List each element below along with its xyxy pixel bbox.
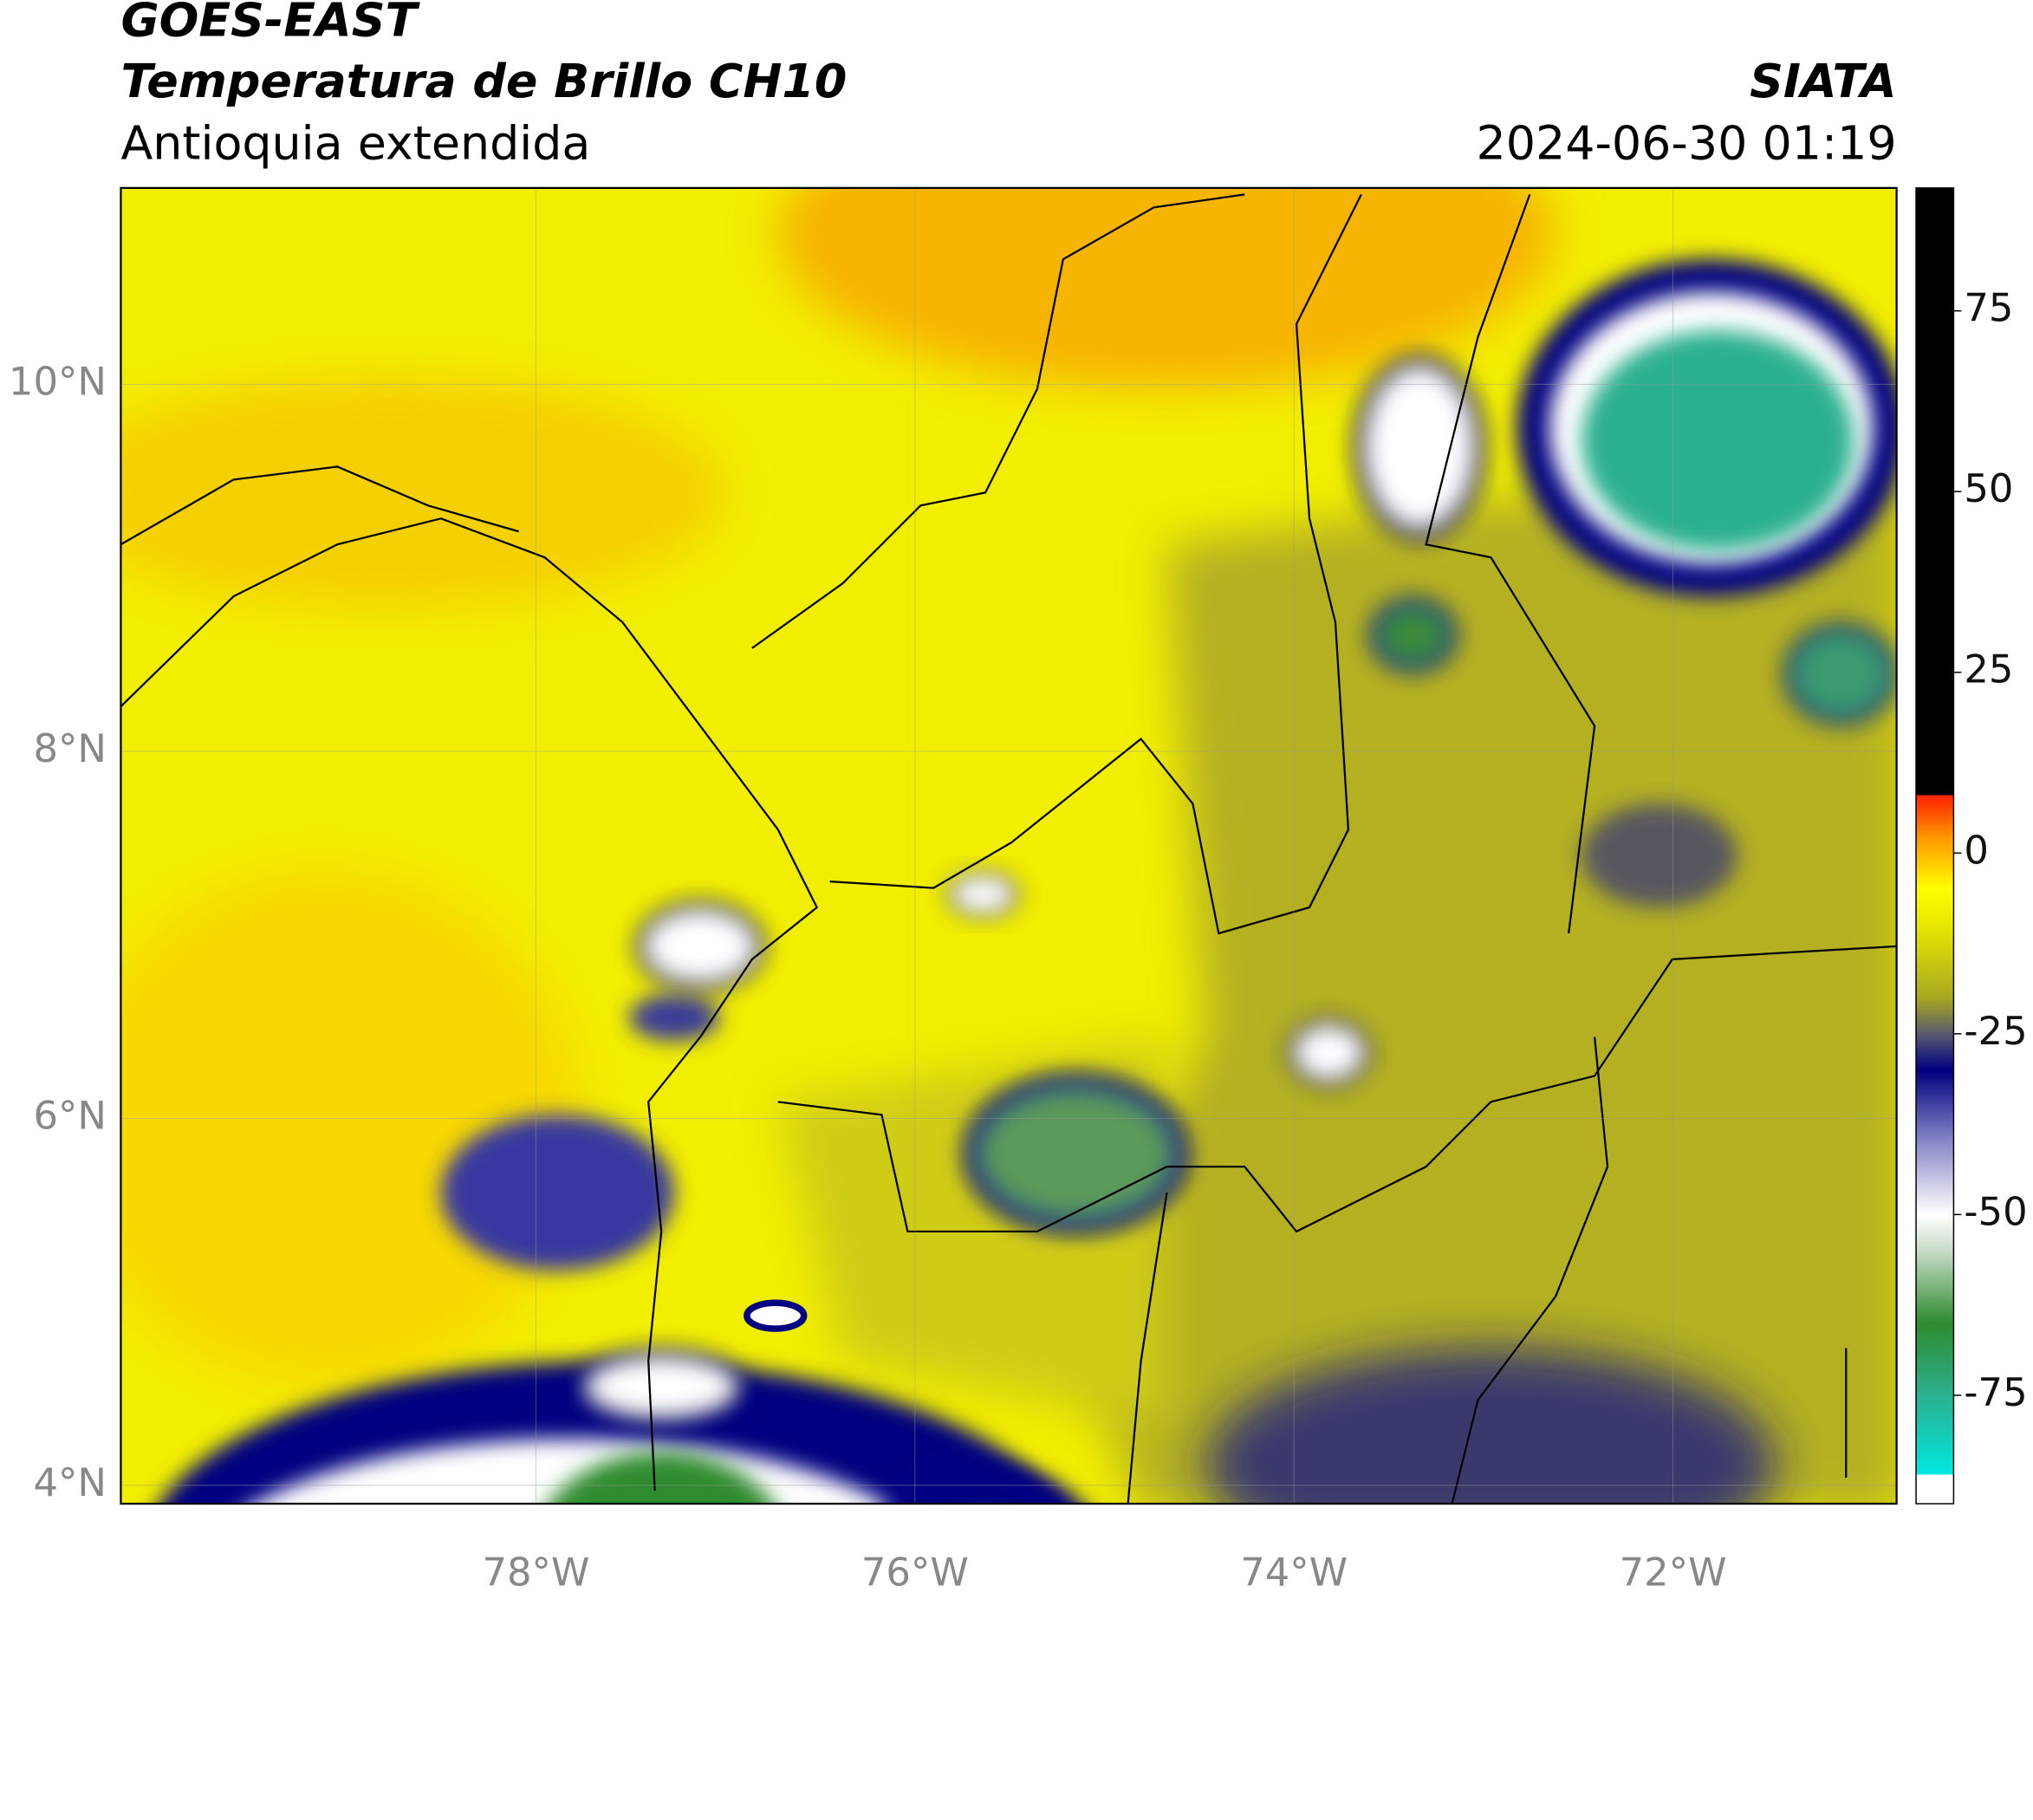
borders [120, 193, 1897, 1505]
cloud [963, 1073, 1189, 1234]
x-tick-label: 76°W [861, 1549, 969, 1595]
colorbar-tick-label: 25 [1964, 647, 2013, 692]
cloud [1582, 803, 1737, 908]
warm-area [777, 187, 1556, 389]
cloud [1783, 623, 1897, 725]
cool-area [1062, 467, 1897, 1505]
y-tick-label: 6°N [33, 1092, 107, 1138]
cloud [888, 1465, 1082, 1505]
title: GOES-EAST [120, 0, 420, 48]
subtitle: Temperatura de Brillo CH10 [120, 54, 847, 108]
source: SIATA [1750, 54, 1897, 108]
colorbar [1915, 187, 1955, 1505]
cloud [549, 1452, 774, 1505]
cloud [628, 994, 720, 1042]
colorbar-tick-label: -25 [1964, 1008, 2027, 1054]
warm-area [120, 868, 584, 1388]
y-tick-label: 4°N [33, 1459, 107, 1505]
cloud [1205, 1348, 1776, 1505]
cloud [744, 1299, 808, 1332]
colorbar-tick-label: -75 [1964, 1369, 2027, 1415]
warm-area [120, 375, 726, 609]
timestamp: 2024-06-30 01:19 [1477, 116, 1897, 171]
cloud [1582, 330, 1854, 551]
cloud [1353, 354, 1486, 540]
x-tick-label: 78°W [482, 1549, 589, 1595]
cloud [1287, 1018, 1371, 1087]
colorbar-tick-label: 50 [1964, 465, 2013, 511]
cloud [946, 871, 1019, 918]
satellite-image [120, 187, 1897, 1640]
x-tick-label: 74°W [1240, 1549, 1348, 1595]
colorbar-tick-label: 75 [1964, 285, 2013, 331]
map-frame [120, 186, 1898, 1505]
colorbar-tick-label: -50 [1964, 1188, 2027, 1234]
y-tick-label: 8°N [33, 725, 107, 771]
y-tick-label: 10°N [9, 358, 107, 404]
cloud [1368, 597, 1458, 673]
region: Antioquia extendida [120, 116, 590, 171]
cloud [440, 1115, 675, 1271]
cloud [576, 1348, 746, 1427]
grid [120, 187, 1897, 1505]
colorbar-tick-label: 0 [1964, 827, 1989, 873]
cloud [661, 1549, 765, 1640]
x-tick-label: 72°W [1620, 1549, 1727, 1595]
cloud [635, 900, 765, 992]
